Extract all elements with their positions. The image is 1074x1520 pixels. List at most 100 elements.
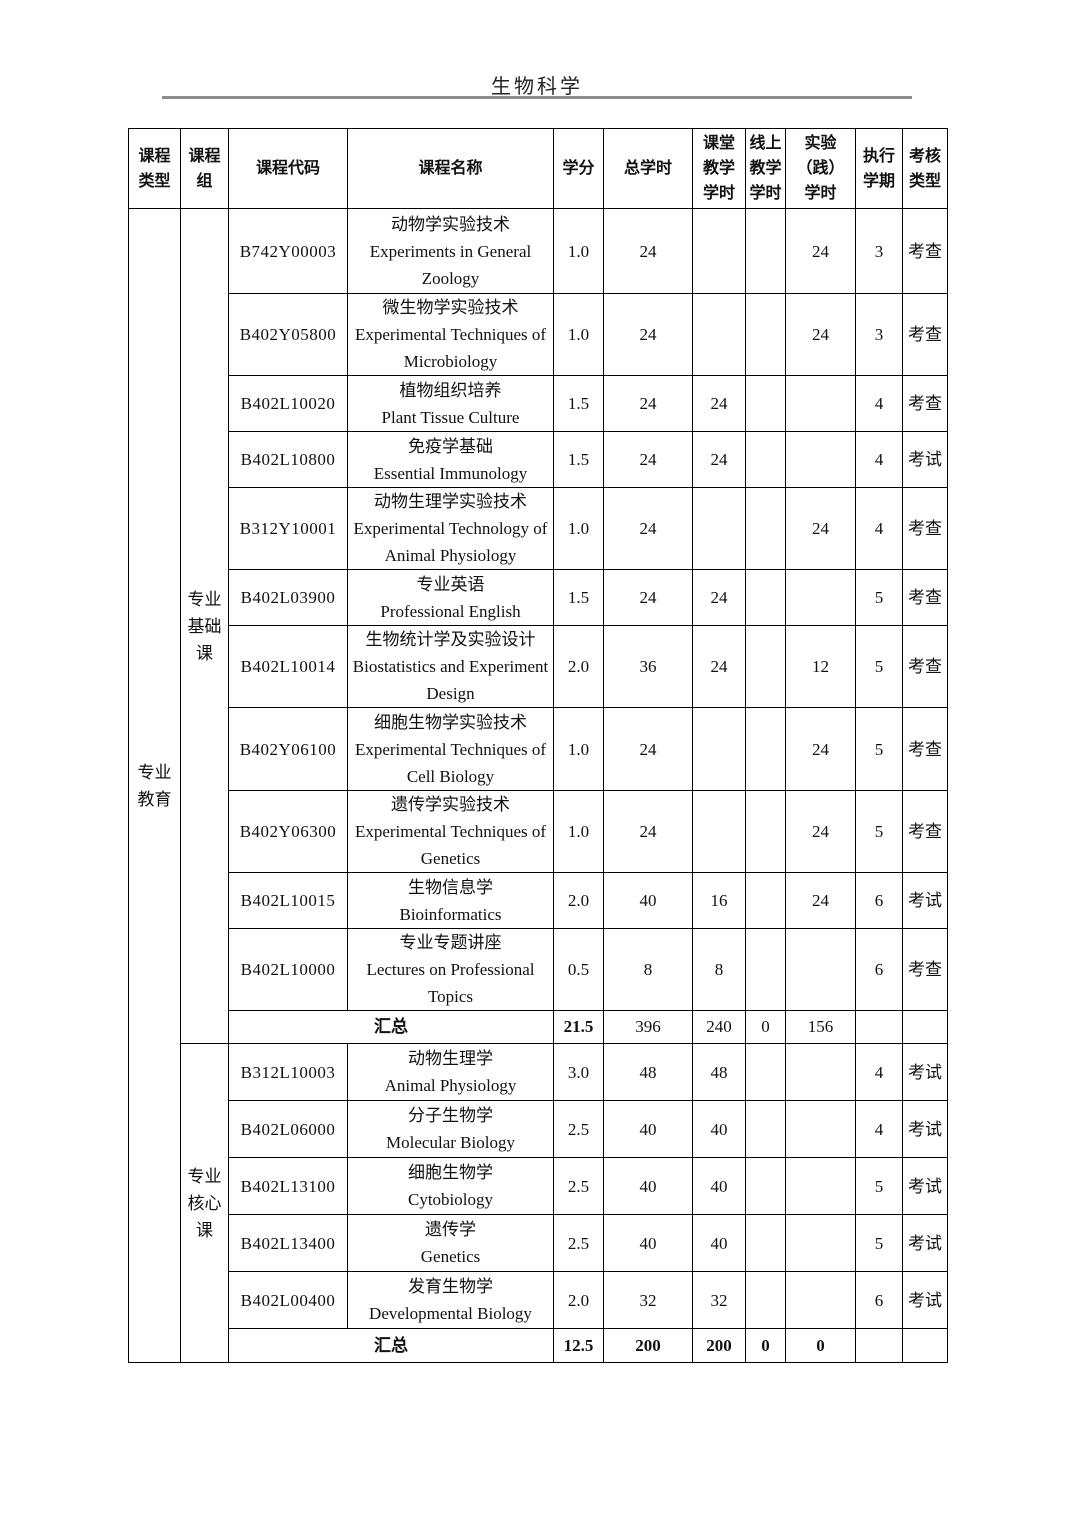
practice-hours-cell: 24 [785, 872, 856, 929]
online-hours-cell [745, 1157, 786, 1215]
classroom-hours-cell: 8 [692, 928, 746, 1011]
summary-assessment-cell [902, 1010, 948, 1044]
credits-cell: 1.5 [553, 375, 604, 432]
header-row: 课程 类型 课程 组 课程代码 课程名称 学分 总学时 课堂 教学 学时 线上 … [128, 128, 948, 209]
practice-hours-cell: 24 [785, 208, 856, 294]
online-hours-cell [745, 375, 786, 432]
course-name-en: Essential Immunology [373, 463, 528, 483]
course-code-cell: B402L06000 [228, 1100, 348, 1158]
page-title: 生物科学 [491, 76, 583, 98]
course-row: B402Y05800 微生物学实验技术 Experimental Technique… [129, 293, 948, 376]
summary-label-cell: 汇总 [228, 1328, 554, 1363]
assessment-cell: 考试 [902, 1214, 948, 1272]
course-name-en: Professional English [380, 601, 521, 621]
course-name-zh: 细胞生物学实验技术 [374, 712, 527, 732]
course-name-zh: 细胞生物学 [408, 1163, 493, 1182]
classroom-hours-cell [692, 790, 746, 873]
total-hours-cell: 32 [603, 1271, 693, 1329]
course-code-cell: B402Y06100 [228, 707, 348, 791]
course-name-cell: 专业专题讲座 Lectures on Professional Topics [347, 928, 554, 1011]
course-row: B402L13100 细胞生物学 Cytobiology 2.5 40 40 5 考试 [129, 1157, 948, 1215]
course-name-zh: 遗传学 [425, 1220, 476, 1239]
total-hours-cell: 48 [603, 1043, 693, 1101]
practice-hours-cell: 24 [785, 707, 856, 791]
assessment-cell: 考试 [902, 1100, 948, 1158]
course-name-en: Experimental Technology of Animal Physio… [353, 519, 548, 565]
course-name-en: Molecular Biology [386, 1133, 515, 1152]
course-name-en: Experimental Techniques of Genetics [354, 822, 547, 868]
assessment-cell: 考查 [902, 569, 948, 626]
classroom-hours-cell [692, 293, 746, 376]
assessment-cell: 考查 [902, 790, 948, 873]
col-header-classroom-hours: 课堂 教学 学时 [692, 128, 746, 209]
course-code-cell: B402L10014 [228, 625, 348, 708]
course-type-cell: 专业教育 [128, 208, 181, 1363]
practice-hours-cell [785, 1214, 856, 1272]
practice-hours-cell [785, 569, 856, 626]
semester-cell: 4 [855, 375, 903, 432]
course-name-zh: 专业英语 [416, 574, 485, 594]
classroom-hours-cell: 48 [692, 1043, 746, 1101]
classroom-hours-cell [692, 208, 746, 294]
course-name-cell: 植物组织培养 Plant Tissue Culture [347, 375, 554, 432]
online-hours-cell [745, 1043, 786, 1101]
assessment-cell: 考查 [902, 208, 948, 294]
summary-online-hours-cell: 0 [745, 1328, 786, 1363]
total-hours-cell: 40 [603, 1100, 693, 1158]
col-header-semester: 执行 学期 [855, 128, 903, 209]
credits-cell: 2.0 [553, 1271, 604, 1329]
semester-cell: 4 [855, 487, 903, 570]
assessment-cell: 考查 [902, 375, 948, 432]
table-header: 课程 类型 课程 组 课程代码 课程名称 学分 总学时 课堂 教学 学时 线上 … [128, 128, 948, 209]
course-name-zh: 生物信息学 [408, 877, 493, 897]
course-row: B402Y06100 细胞生物学实验技术 Experimental Techniqu… [129, 707, 948, 791]
practice-hours-cell [785, 1271, 856, 1329]
practice-hours-cell: 24 [785, 293, 856, 376]
total-hours-cell: 40 [603, 1157, 693, 1215]
course-code-cell: B312L10003 [228, 1043, 348, 1101]
summary-classroom-hours-cell: 200 [692, 1328, 746, 1363]
total-hours-cell: 24 [603, 707, 693, 791]
online-hours-cell [745, 293, 786, 376]
course-name-cell: 动物生理学实验技术 Experimental Technology of Anim… [347, 487, 554, 570]
total-hours-cell: 24 [603, 375, 693, 432]
credits-cell: 1.5 [553, 431, 604, 488]
course-name-cell: 遗传学 Genetics [347, 1214, 554, 1272]
course-code-cell: B742Y00003 [228, 208, 348, 294]
course-row: 专业核心课 B312L10003 动物生理学 Animal Physiology 3.0… [129, 1043, 948, 1363]
total-hours-cell: 36 [603, 625, 693, 708]
assessment-cell: 考试 [902, 1271, 948, 1329]
online-hours-cell [745, 790, 786, 873]
summary-semester-cell [855, 1010, 903, 1044]
course-name-en: Biostatistics and Experiment Design [352, 657, 549, 703]
course-name-en: Lectures on Professional Topics [366, 960, 535, 1006]
course-row: B312Y10001 动物生理学实验技术 Experimental Technolo… [129, 487, 948, 570]
practice-hours-cell [785, 1043, 856, 1101]
online-hours-cell [745, 928, 786, 1011]
course-name-zh: 动物生理学 [408, 1049, 493, 1068]
course-row: B402L00400 发育生物学 Developmental Biology 2.0 3… [129, 1271, 948, 1329]
course-name-zh: 专业专题讲座 [399, 933, 502, 952]
semester-cell: 4 [855, 1100, 903, 1158]
total-hours-cell: 24 [603, 208, 693, 294]
course-name-en: Experimental Techniques of Microbiology [354, 325, 547, 371]
course-name-cell: 动物生理学 Animal Physiology [347, 1043, 554, 1101]
assessment-cell: 考试 [902, 1043, 948, 1101]
course-name-cell: 细胞生物学实验技术 Experimental Techniques of Cell… [347, 707, 554, 791]
online-hours-cell [745, 431, 786, 488]
col-header-practice-hours: 实验 （践） 学时 [785, 128, 856, 209]
practice-hours-cell [785, 1157, 856, 1215]
assessment-cell: 考试 [902, 872, 948, 929]
classroom-hours-cell: 40 [692, 1214, 746, 1272]
course-name-zh: 分子生物学 [408, 1106, 493, 1125]
online-hours-cell [745, 707, 786, 791]
course-name-zh: 遗传学实验技术 [391, 795, 510, 814]
summary-row: 汇总 21.5 396 240 0 156 [129, 1010, 948, 1044]
course-name-cell: 分子生物学 Molecular Biology [347, 1100, 554, 1158]
classroom-hours-cell [692, 487, 746, 570]
course-row: 专业教育 专业基础课 B742Y00003 动物学实验技术 Experiments in… [128, 208, 948, 1363]
course-name-cell: 发育生物学 Developmental Biology [347, 1271, 554, 1329]
course-code-cell: B402L10800 [228, 431, 348, 488]
credits-cell: 1.0 [553, 208, 604, 294]
course-name-cell: 专业英语 Professional English [347, 569, 554, 626]
